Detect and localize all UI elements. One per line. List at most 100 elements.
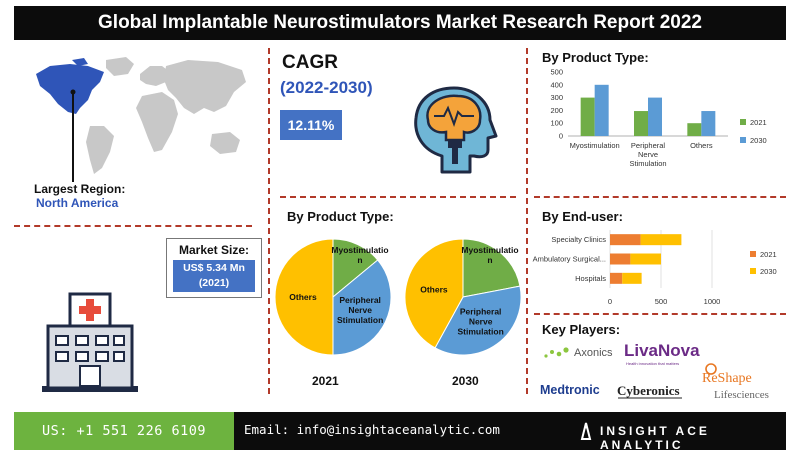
pie-slice-label: Peripheral [339, 295, 381, 305]
pie-slice-label: Peripheral [460, 306, 502, 316]
pie-slice [332, 238, 379, 299]
bar-2021 [610, 234, 641, 246]
bar-2021 [687, 123, 702, 136]
legend-swatch [750, 251, 756, 257]
market-size-box: US$ 5.34 Mn (2021) [173, 260, 255, 292]
divider [534, 196, 786, 198]
pie-slice-label: n [487, 255, 492, 265]
pie-slice-label: Nerve [469, 316, 493, 326]
divider [280, 196, 516, 198]
legend-swatch [740, 137, 746, 143]
market-size-value: US$ 5.34 Mn [183, 262, 245, 274]
livanova-name: LivaNova [624, 341, 700, 360]
pie-year-label: 2021 [312, 374, 339, 388]
pie-slice-label: n [357, 255, 362, 265]
x-tick-label: Nerve [638, 150, 658, 159]
cagr-period: (2022-2030) [280, 78, 373, 97]
pie-slice-label: Nerve [348, 305, 372, 315]
y-tick-label: 500 [550, 68, 563, 77]
enduser-title: By End-user: [542, 209, 623, 224]
product-bar-chart: 0 100 200 300 400 500 Myostimulation Peripheral… [550, 68, 767, 169]
pie-slice [404, 238, 464, 349]
y-tick-label: 0 [559, 132, 563, 141]
bar-2030 [701, 111, 716, 136]
pie-slice [434, 285, 522, 356]
divider [14, 225, 252, 227]
y-tick-label: Hospitals [575, 274, 606, 283]
x-tick-label: Peripheral [631, 141, 666, 150]
bar-2030 [622, 272, 642, 284]
largest-region-value: North America [36, 196, 119, 210]
x-tick-label: Stimulation [629, 159, 666, 168]
footer-email[interactable]: Email: info@insightaceanalytic.com [244, 422, 500, 437]
x-tick-label: 500 [655, 297, 668, 306]
y-tick-label: 400 [550, 80, 563, 89]
pie-year-label: 2030 [452, 374, 479, 388]
brand-logo-icon [580, 422, 592, 440]
axonics-name: Axonics [574, 347, 613, 359]
footer-bar: Email: info@insightaceanalytic.com INSIG… [234, 412, 786, 450]
legend-label: 2030 [760, 267, 777, 276]
pie-slice-label: Stimulation [337, 315, 383, 325]
hospital-icon [42, 292, 138, 392]
pie-slice-label: Myostimulatio [461, 245, 518, 255]
legend-label: 2021 [760, 250, 777, 259]
medtronic-logo: Medtronic [540, 383, 600, 397]
x-tick-label: Others [690, 141, 713, 150]
bar-2030 [594, 84, 609, 136]
enduser-bar-chart: 0 500 1000 Specialty Clinics Ambulatory Surg… [533, 230, 777, 306]
bar-2030 [640, 234, 682, 246]
divider [526, 48, 528, 394]
bar-2030 [630, 253, 661, 265]
bar-2030 [648, 97, 662, 136]
legend-label: 2030 [750, 136, 767, 145]
reshape-logo: ReShape Lifesciences [702, 363, 769, 401]
market-size-year: (2021) [198, 277, 230, 289]
pie-slice-label: Others [420, 285, 448, 295]
pie-slice-label: Others [289, 292, 317, 302]
legend-swatch [750, 268, 756, 274]
key-players-logos: Axonics LivaNova Health innovation that … [540, 341, 769, 401]
x-tick-label: 1000 [704, 297, 721, 306]
legend-label: 2021 [750, 118, 767, 127]
reshape-name: ReShape [702, 371, 752, 386]
medtronic-name: Medtronic [540, 383, 600, 397]
pie-chart-2030: Myostimulation PeripheralNerveStimulation… [404, 238, 522, 356]
product-bars-title: By Product Type: [542, 50, 649, 65]
x-tick-label: Myostimulation [570, 141, 620, 150]
y-tick-label: 200 [550, 106, 563, 115]
footer-phone: US: +1 551 226 6109 [14, 412, 234, 450]
y-tick-label: 100 [550, 119, 563, 128]
reshape-sub: Lifesciences [714, 389, 769, 401]
report-title: Global Implantable Neurostimulators Mark… [14, 6, 786, 40]
key-players-title: Key Players: [542, 322, 621, 337]
pie-slice [462, 238, 521, 298]
divider [268, 48, 270, 394]
divider [534, 313, 786, 315]
cyberonics-name: Cyberonics [617, 383, 680, 398]
livanova-logo: LivaNova Health innovation that matters [624, 341, 700, 366]
bar-2021 [580, 97, 595, 136]
pie-chart-2021: Myostimulation PeripheralNerveStimulation… [274, 238, 392, 356]
pie-slice-label: Myostimulatio [331, 245, 388, 255]
axonics-logo: Axonics [544, 347, 613, 359]
livanova-tagline: Health innovation that matters [626, 361, 679, 366]
legend-swatch [740, 119, 746, 125]
x-tick-label: 0 [608, 297, 612, 306]
y-tick-label: 300 [550, 93, 563, 102]
largest-region-label: Largest Region: [34, 182, 126, 196]
market-size-label: Market Size: [178, 243, 250, 257]
cagr-label: CAGR [282, 52, 338, 73]
footer-brand: INSIGHT ACE ANALYTIC [600, 424, 710, 450]
pies-title: By Product Type: [287, 209, 394, 224]
y-tick-label: Specialty Clinics [551, 235, 606, 244]
world-map-icon [36, 57, 246, 182]
brain-head-icon [414, 86, 498, 174]
y-tick-label: Ambulatory Surgical... [533, 255, 606, 264]
bar-2021 [610, 272, 623, 284]
pie-slice [332, 259, 392, 356]
pie-slice-label: Stimulation [457, 326, 503, 336]
market-size-card: Market Size: US$ 5.34 Mn (2021) [166, 238, 262, 298]
cyberonics-logo: Cyberonics [617, 383, 682, 399]
bar-2021 [610, 253, 631, 265]
